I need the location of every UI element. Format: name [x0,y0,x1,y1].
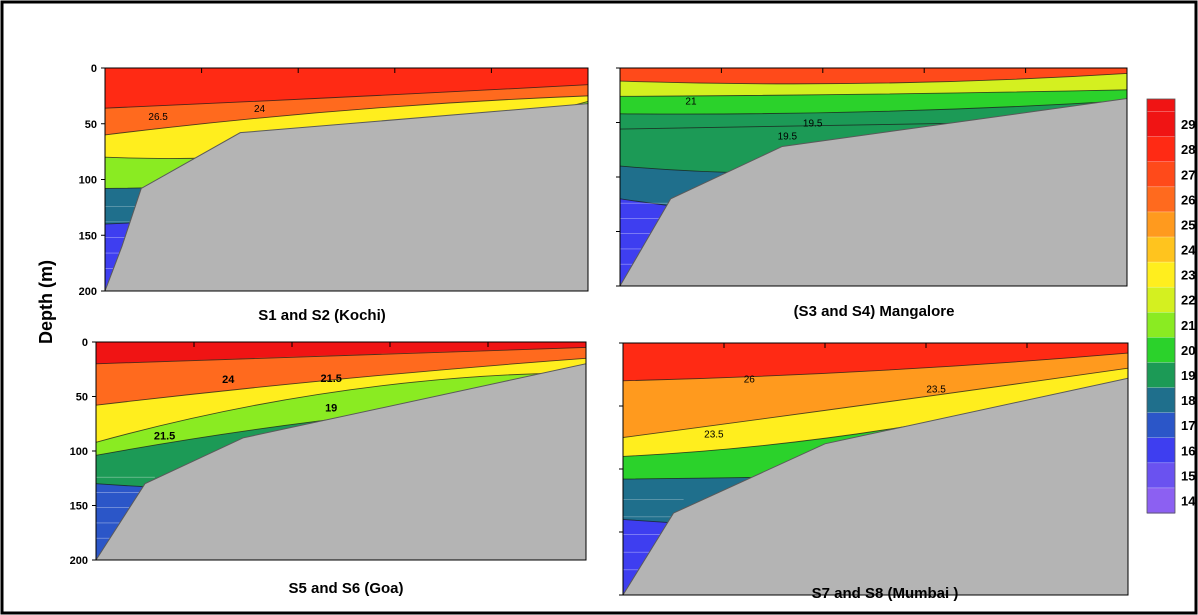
colorbar-seg [1147,99,1175,113]
colorbar-seg [1147,412,1175,439]
colorbar-tick-label: 29 [1181,117,1195,132]
colorbar-tick-label: 28 [1181,142,1195,157]
contour-label: 19.5 [778,132,798,143]
panel-title: S7 and S8 (Mumbai ) [812,585,959,602]
y-axis-label: Depth (m) [36,260,56,344]
y-tick-label: 100 [70,446,88,458]
colorbar-tick-label: 16 [1181,443,1195,458]
colorbar-tick-label: 27 [1181,167,1195,182]
y-tick-label: 50 [76,392,88,404]
colorbar-tick-label: 20 [1181,343,1195,358]
contour-label: 21 [685,97,697,108]
contour-line [620,73,1127,85]
colorbar-seg [1147,312,1175,338]
colorbar-tick-label: 19 [1181,368,1195,383]
colorbar-seg [1147,337,1175,364]
colorbar-seg [1147,211,1175,238]
colorbar: 29 28 27 26 25 24 23 22 21 20 19 18 17 16 15 14 [1146,98,1196,514]
colorbar-tick-label: 15 [1181,468,1195,483]
colorbar-tick-label: 18 [1181,393,1195,408]
colorbar-tick-label: 26 [1181,192,1195,207]
y-tick-label: 0 [82,337,88,349]
colorbar-frame [1146,98,1176,514]
contour-label: 21.5 [154,431,175,443]
panel-title: (S3 and S4) Mangalore [794,303,955,320]
contour-label: 19.5 [803,119,823,130]
y-tick-label: 150 [70,501,88,513]
colorbar-seg [1147,186,1175,213]
contour-label: 24 [222,374,235,386]
contour-line [105,84,588,109]
contour-label: 26.5 [148,112,168,123]
colorbar-seg [1147,161,1175,188]
panel-4: 26 23.5 23.5 S7 and S8 (Mumbai ) [619,342,1129,602]
colorbar-tick-label: 17 [1181,418,1195,433]
colorbar-seg [1147,487,1175,514]
contour-line [96,357,586,406]
contour-line [623,367,1128,438]
contour-label: 23.5 [926,384,946,395]
contour-label: 23.5 [704,430,724,441]
contour-label: 21.5 [320,373,341,385]
panel-1: 26.5 24 0 50 100 150 200 S1 and S2 (Kochi) [79,63,589,324]
panel-title: S5 and S6 (Goa) [288,580,403,597]
colorbar-tick-label: 25 [1181,217,1195,232]
y-tick-label: 200 [70,555,88,567]
colorbar-seg [1147,111,1175,138]
colorbar-seg [1147,262,1175,288]
contour-label: 26 [744,374,756,385]
colorbar-seg [1147,136,1175,163]
colorbar-tick-label: 21 [1181,318,1195,333]
y-tick-label: 0 [91,63,97,75]
contour-line [623,352,1128,382]
seabed [105,103,588,291]
panel-3: 24 21.5 21.5 19 0 50 100 150 200 S5 and S6 (Goa) [70,337,587,597]
contour-label: 24 [254,104,266,115]
colorbar-tick-label: 22 [1181,293,1195,308]
contour-line [105,95,588,136]
y-tick-label: 200 [79,286,97,298]
colorbar-tick-label: 23 [1181,268,1195,283]
colorbar-seg [1147,362,1175,389]
colorbar-tick-label: 24 [1181,243,1196,258]
panels-group: 26.5 24 0 50 100 150 200 S1 and S2 (Kochi) 21 19.… [70,63,1129,602]
colorbar-seg [1147,237,1175,263]
colorbar-seg [1147,287,1175,313]
contour-line [620,89,1127,97]
contour-line [96,372,586,443]
seabed [96,363,586,560]
panel-2: 21 19.5 19.5 (S3 and S4) Mangalore [616,67,1128,320]
contour-line [620,100,1127,115]
y-tick-label: 100 [79,175,97,187]
colorbar-seg [1147,437,1175,464]
seabed [623,377,1128,595]
colorbar-seg [1147,387,1175,414]
panel-title: S1 and S2 (Kochi) [258,307,386,324]
contour-label: 19 [325,402,337,414]
seabed [620,98,1127,286]
y-tick-label: 150 [79,230,97,242]
colorbar-seg [1147,462,1175,489]
y-tick-label: 50 [85,119,97,131]
colorbar-tick-label: 14 [1181,493,1196,508]
